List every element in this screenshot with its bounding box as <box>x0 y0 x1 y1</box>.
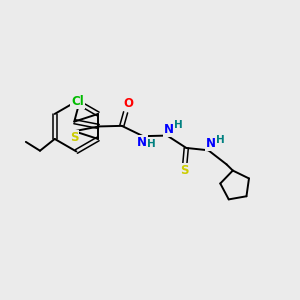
Text: S: S <box>70 131 79 144</box>
Text: Cl: Cl <box>71 95 84 108</box>
Text: N: N <box>206 137 216 150</box>
Text: H: H <box>147 140 156 149</box>
Text: H: H <box>174 120 183 130</box>
Text: S: S <box>181 164 189 177</box>
Text: H: H <box>216 135 225 145</box>
Text: N: N <box>164 123 174 136</box>
Text: O: O <box>124 97 134 110</box>
Text: N: N <box>137 136 147 149</box>
